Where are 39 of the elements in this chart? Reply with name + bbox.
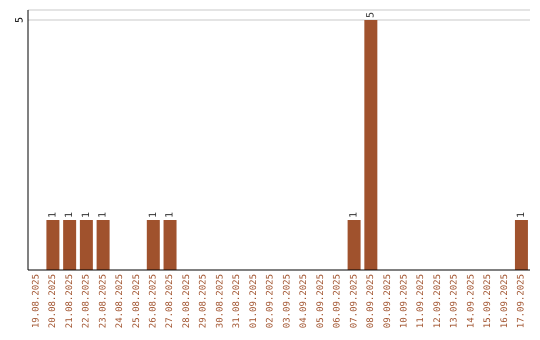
x-tick-label: 28.08.2025 (182, 274, 192, 328)
data-label: 1 (47, 212, 58, 218)
x-tick-label: 16.09.2025 (500, 274, 510, 328)
x-tick-label: 23.08.2025 (98, 274, 108, 328)
x-tick-label: 02.09.2025 (266, 274, 276, 328)
data-label: 1 (148, 212, 159, 218)
data-label: 1 (80, 212, 92, 218)
x-tick-label: 22.08.2025 (82, 274, 92, 328)
x-tick-label: 12.09.2025 (432, 274, 443, 328)
x-tick-label: 29.08.2025 (198, 274, 209, 328)
x-tick-label: 08.09.2025 (366, 274, 376, 328)
x-tick-label: 10.09.2025 (400, 274, 410, 328)
x-tick-label: 19.08.2025 (31, 274, 42, 328)
x-tick-label: 05.09.2025 (316, 274, 326, 328)
x-tick-label: 13.09.2025 (450, 274, 460, 328)
x-tick-label: 04.09.2025 (299, 274, 310, 328)
x-tick-label: 06.09.2025 (332, 274, 343, 328)
data-label: 1 (516, 212, 527, 218)
x-tick-label: 03.09.2025 (282, 274, 292, 328)
x-tick-label: 17.09.2025 (516, 274, 527, 328)
x-tick-label: 27.08.2025 (165, 274, 176, 328)
x-tick-label: 26.08.2025 (148, 274, 158, 328)
data-label: 1 (348, 212, 360, 218)
x-tick-label: 31.08.2025 (232, 274, 242, 328)
x-tick-label: 01.09.2025 (248, 274, 259, 328)
x-tick-label: 30.08.2025 (215, 274, 226, 328)
data-label: 1 (164, 212, 176, 218)
x-tick-label: 14.09.2025 (466, 274, 476, 328)
x-tick-label: 09.09.2025 (382, 274, 393, 328)
x-tick-label: 07.09.2025 (349, 274, 360, 328)
x-tick-label: 20.08.2025 (48, 274, 58, 328)
x-tick-label: 24.08.2025 (115, 274, 126, 328)
x-tick-label: 15.09.2025 (483, 274, 494, 328)
x-tick-label: 25.08.2025 (132, 274, 142, 328)
x-tick-label: 21.08.2025 (64, 274, 75, 328)
data-label: 1 (64, 212, 76, 218)
data-label: 5 (365, 12, 376, 18)
data-label: 1 (98, 212, 109, 218)
x-tick-label: 11.09.2025 (416, 274, 426, 328)
